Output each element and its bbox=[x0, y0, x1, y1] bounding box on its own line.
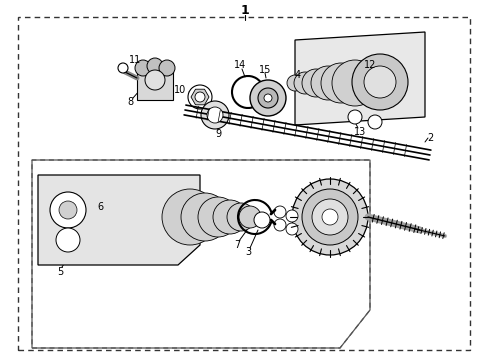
Text: 2: 2 bbox=[427, 133, 433, 143]
Circle shape bbox=[213, 200, 247, 234]
Polygon shape bbox=[295, 32, 425, 125]
Text: 14: 14 bbox=[234, 60, 246, 70]
Text: 1: 1 bbox=[241, 4, 249, 17]
Circle shape bbox=[264, 94, 272, 102]
Text: 8: 8 bbox=[127, 97, 133, 107]
Text: 5: 5 bbox=[57, 267, 63, 277]
Circle shape bbox=[287, 75, 303, 91]
Circle shape bbox=[348, 110, 362, 124]
Circle shape bbox=[181, 193, 229, 241]
Bar bbox=[137, 68, 173, 100]
Circle shape bbox=[147, 58, 163, 74]
Circle shape bbox=[286, 210, 298, 222]
Text: 15: 15 bbox=[259, 65, 271, 75]
Text: 3: 3 bbox=[245, 247, 251, 257]
Text: 6: 6 bbox=[97, 202, 103, 212]
Circle shape bbox=[135, 60, 151, 76]
Circle shape bbox=[286, 223, 298, 235]
Circle shape bbox=[312, 199, 348, 235]
Circle shape bbox=[364, 66, 396, 98]
Circle shape bbox=[352, 54, 408, 110]
Circle shape bbox=[250, 80, 286, 116]
Circle shape bbox=[227, 203, 255, 231]
Circle shape bbox=[207, 107, 223, 123]
Circle shape bbox=[258, 88, 278, 108]
Text: 12: 12 bbox=[364, 60, 376, 70]
Circle shape bbox=[118, 63, 128, 73]
Text: 11: 11 bbox=[129, 55, 141, 65]
Polygon shape bbox=[38, 175, 200, 265]
Circle shape bbox=[198, 197, 238, 237]
Circle shape bbox=[302, 189, 358, 245]
Circle shape bbox=[302, 69, 330, 97]
Circle shape bbox=[311, 66, 345, 100]
Text: 7: 7 bbox=[234, 240, 240, 250]
Circle shape bbox=[50, 192, 86, 228]
Polygon shape bbox=[191, 89, 209, 105]
Circle shape bbox=[322, 209, 338, 225]
Text: 9: 9 bbox=[215, 129, 221, 139]
Circle shape bbox=[201, 101, 229, 129]
Circle shape bbox=[159, 60, 175, 76]
Circle shape bbox=[368, 115, 382, 129]
Circle shape bbox=[294, 72, 316, 94]
Circle shape bbox=[59, 201, 77, 219]
Circle shape bbox=[195, 92, 205, 102]
Circle shape bbox=[274, 206, 286, 218]
Circle shape bbox=[292, 179, 368, 255]
Text: 10: 10 bbox=[174, 85, 186, 95]
Circle shape bbox=[332, 60, 378, 106]
Circle shape bbox=[321, 63, 361, 103]
Circle shape bbox=[145, 70, 165, 90]
Circle shape bbox=[254, 212, 270, 228]
Circle shape bbox=[188, 85, 212, 109]
Circle shape bbox=[274, 219, 286, 231]
Text: 4: 4 bbox=[295, 70, 301, 80]
Circle shape bbox=[56, 228, 80, 252]
Text: 13: 13 bbox=[354, 127, 366, 137]
Circle shape bbox=[162, 189, 218, 245]
Circle shape bbox=[239, 206, 261, 228]
